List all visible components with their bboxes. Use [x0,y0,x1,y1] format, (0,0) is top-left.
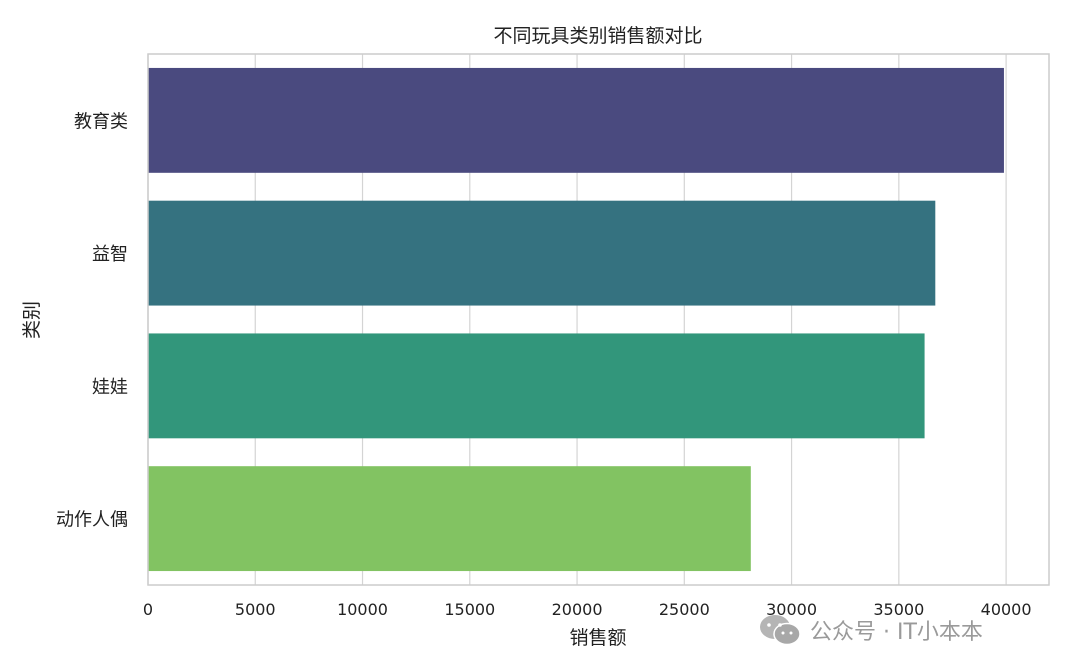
x-tick-label: 15000 [444,600,495,619]
y-tick-label: 动作人偶 [56,510,128,531]
chart-title: 不同玩具类别销售额对比 [493,25,702,47]
y-axis-label: 类别 [21,301,43,339]
bar [148,67,1004,173]
watermark: 公众号 · IT小本本 [758,610,1058,650]
x-axis-label: 销售额 [569,627,626,649]
y-tick-label: 教育类 [74,111,128,132]
x-tick-label: 5000 [235,600,276,619]
bar [148,333,925,439]
bar [148,466,751,572]
x-tick-label: 30000 [766,600,817,619]
y-tick-label: 娃娃 [92,377,128,398]
x-tick-label: 25000 [659,600,710,619]
x-tick-label: 20000 [552,600,603,619]
bar [148,200,936,306]
wechat-icon [760,615,801,646]
x-tick-label: 10000 [337,600,388,619]
x-tick-label: 40000 [981,600,1032,619]
x-tick-label: 35000 [873,600,924,619]
bars [148,67,1004,572]
y-tick-label: 益智 [92,244,128,265]
x-tick-label: 0 [143,600,153,619]
plot-frame [147,53,1050,586]
watermark-text: 公众号 · IT小本本 [810,620,983,645]
x-tick-labels: 0 5000 10000 15000 20000 25000 30000 35000 40000 [143,600,1032,619]
